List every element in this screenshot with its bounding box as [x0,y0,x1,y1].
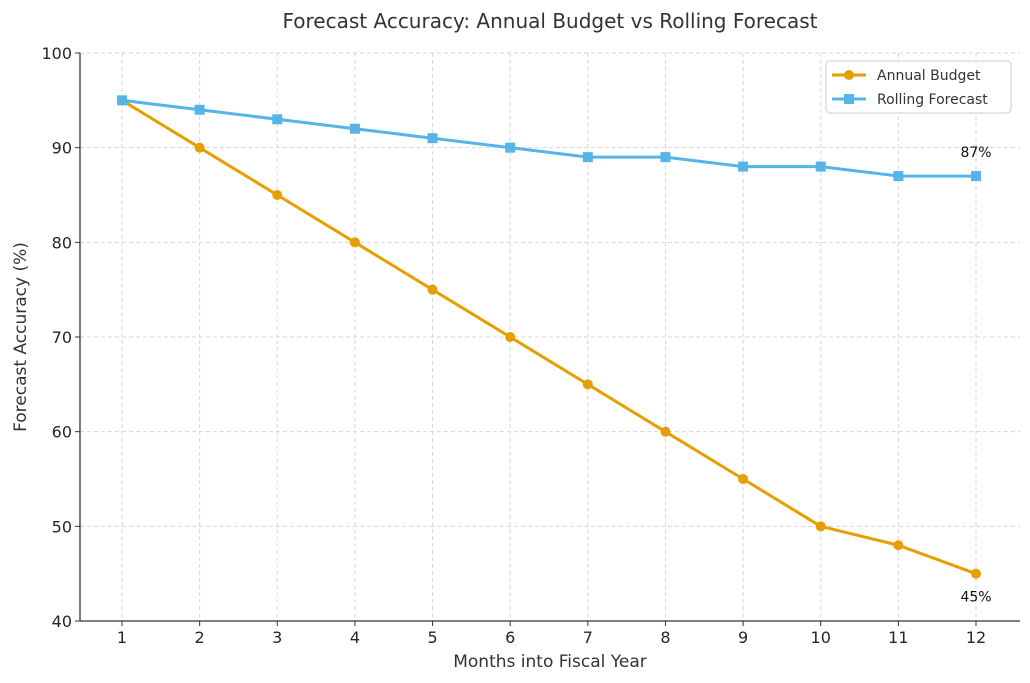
y-tick-label: 100 [41,44,72,63]
annual-budget-point [505,332,516,342]
annual-budget-point [194,142,205,153]
x-tick-label: 7 [583,628,593,647]
annual-budget-point [738,474,749,484]
annotations: 87% 45% [960,145,991,606]
rolling-forecast-point [194,104,205,115]
x-axis-label: Months into Fiscal Year [453,652,647,672]
rolling-forecast-point [117,95,127,106]
chart-title: Forecast Accuracy: Annual Budget vs Roll… [283,9,818,33]
rolling-forecast-point [815,161,826,172]
x-tick-label: 12 [966,628,986,647]
y-axis-label: Forecast Accuracy (%) [11,242,31,432]
y-tick-label: 80 [52,233,72,252]
x-tick-label: 5 [427,628,437,647]
y-tick-label: 50 [52,517,72,536]
x-tick-label: 3 [272,628,282,647]
x-tick-label: 9 [738,628,748,647]
y-tick-label: 70 [52,328,72,347]
data-label: 87% [960,145,991,161]
x-tick-label: 4 [350,628,360,647]
y-tick-label: 40 [52,612,72,631]
y-tick-label: 60 [52,423,72,442]
rolling-forecast-point [971,171,981,182]
x-tick-label: 1 [117,628,127,647]
rolling-forecast-point [349,123,360,134]
series-group [117,95,981,579]
annual-budget-point [427,284,438,295]
y-tick-label: 90 [52,139,72,158]
annual-budget-point [272,190,283,200]
x-tick-label: 11 [888,628,908,647]
grid [80,52,1020,622]
annual-budget-point [349,237,360,248]
annual-budget-point [582,379,593,390]
data-label: 45% [960,590,991,606]
legend-label-rolling-forecast: Rolling Forecast [877,92,988,108]
x-tick-label: 8 [660,628,670,647]
legend-marker-rolling-forecast [844,94,854,104]
rolling-forecast-point [582,152,593,163]
rolling-forecast-point [660,152,671,163]
legend-label-annual-budget: Annual Budget [877,68,981,84]
x-tick-label: 6 [505,628,515,647]
annual-budget-point [660,426,671,437]
annual-budget-line [121,99,977,576]
rolling-forecast-point [893,171,904,182]
legend: Annual Budget Rolling Forecast [825,60,1012,114]
rolling-forecast-point [427,133,438,144]
rolling-forecast-point [505,142,516,153]
rolling-forecast-line [121,98,976,178]
annual-budget-point [815,521,826,532]
annual-budget-point [971,568,981,579]
x-tick-label: 2 [195,628,205,647]
legend-marker-annual-budget [844,70,854,80]
rolling-forecast-point [272,114,283,125]
legend-box [825,60,1012,114]
rolling-forecast-point [738,161,749,172]
annual-budget-point [893,540,904,551]
x-tick-label: 10 [811,628,831,647]
